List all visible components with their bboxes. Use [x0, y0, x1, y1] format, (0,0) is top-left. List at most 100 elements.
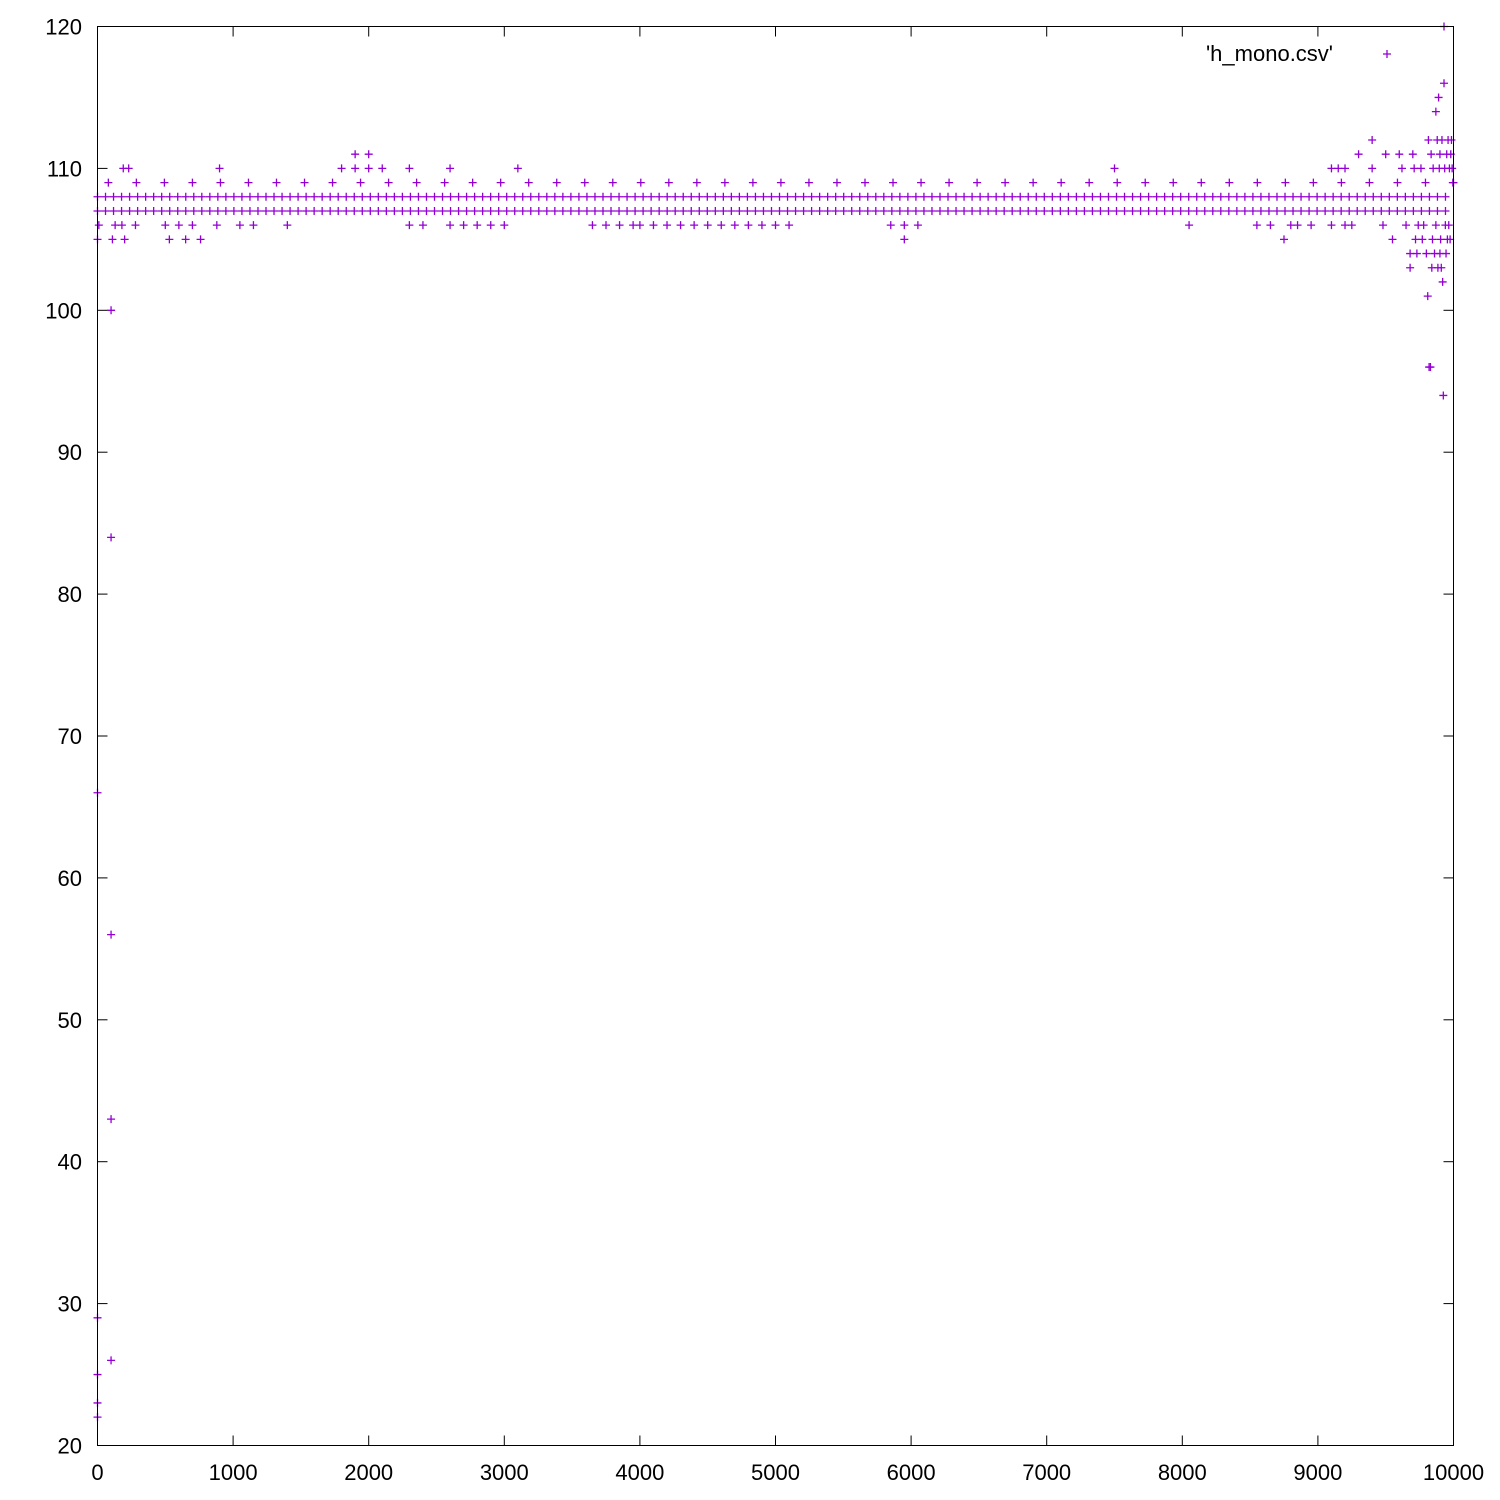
data-point — [913, 221, 922, 230]
band-point — [1321, 192, 1330, 201]
data-point — [900, 221, 909, 230]
band-point — [727, 206, 736, 215]
band-point — [711, 206, 720, 215]
data-point — [1327, 164, 1336, 173]
band-point — [374, 192, 383, 201]
data-point — [94, 221, 103, 230]
band-point — [534, 192, 543, 201]
band-point — [927, 206, 936, 215]
band-point — [623, 206, 632, 215]
band-point — [887, 192, 896, 201]
band-point — [422, 192, 431, 201]
data-point — [212, 221, 221, 230]
band-point — [356, 178, 365, 187]
data-point — [1436, 235, 1445, 244]
data-point — [1280, 235, 1288, 244]
band-point — [1385, 206, 1394, 215]
band-point — [720, 178, 729, 187]
data-point — [473, 221, 482, 230]
y-tick-label: 50 — [58, 1008, 82, 1033]
band-point — [623, 192, 632, 201]
data-point — [364, 164, 373, 173]
data-point — [1408, 150, 1417, 159]
band-point — [831, 206, 840, 215]
band-point — [526, 192, 535, 201]
data-point — [663, 221, 672, 230]
band-point — [1176, 206, 1185, 215]
data-point — [1435, 150, 1444, 159]
band-point — [494, 206, 503, 215]
band-point — [470, 206, 479, 215]
band-point — [342, 206, 351, 215]
band-point — [615, 206, 624, 215]
data-point — [124, 164, 133, 173]
band-point — [1337, 192, 1346, 201]
band-point — [189, 192, 198, 201]
data-point — [1444, 221, 1453, 230]
data-point — [1341, 221, 1350, 230]
band-point — [671, 192, 680, 201]
band-point — [350, 192, 359, 201]
band-point — [566, 206, 575, 215]
band-point — [1048, 206, 1057, 215]
data-point — [1437, 263, 1446, 272]
band-point — [1401, 192, 1410, 201]
band-point — [1369, 192, 1378, 201]
band-point — [478, 206, 487, 215]
band-point — [608, 178, 617, 187]
data-point — [1427, 150, 1436, 159]
band-point — [382, 192, 391, 201]
band-point — [1240, 206, 1249, 215]
band-point — [173, 206, 182, 215]
band-point — [636, 178, 645, 187]
band-point — [422, 206, 431, 215]
band-point — [791, 206, 800, 215]
data-point — [196, 235, 205, 244]
band-point — [430, 206, 439, 215]
band-point — [510, 192, 519, 201]
band-point — [776, 178, 785, 187]
band-point — [197, 192, 206, 201]
band-point — [438, 192, 447, 201]
band-point — [294, 192, 303, 201]
band-point — [328, 178, 337, 187]
y-tick-label: 40 — [58, 1150, 82, 1175]
band-point — [1441, 192, 1450, 201]
band-point — [917, 178, 926, 187]
band-point — [1216, 192, 1225, 201]
band-point — [1297, 206, 1306, 215]
band-point — [1281, 178, 1290, 187]
band-point — [1309, 178, 1318, 187]
x-tick-label: 10000 — [1423, 1460, 1484, 1485]
band-point — [1377, 192, 1386, 201]
data-point — [107, 930, 116, 939]
data-point — [1426, 363, 1435, 372]
data-point — [283, 221, 292, 230]
band-point — [871, 206, 880, 215]
band-point — [992, 206, 1001, 215]
band-point — [1088, 206, 1097, 215]
data-point — [1412, 249, 1421, 258]
band-point — [1369, 206, 1378, 215]
band-point — [245, 206, 254, 215]
data-point — [1368, 136, 1377, 145]
band-point — [639, 206, 648, 215]
band-point — [1152, 206, 1161, 215]
band-point — [1128, 192, 1137, 201]
data-point — [378, 164, 387, 173]
band-point — [1361, 192, 1370, 201]
band-point — [1024, 206, 1033, 215]
plot-frame — [97, 26, 1454, 1446]
band-point — [847, 206, 856, 215]
band-point — [663, 206, 672, 215]
band-point — [1085, 178, 1094, 187]
band-point — [101, 192, 110, 201]
band-point — [534, 206, 543, 215]
band-point — [1056, 206, 1065, 215]
band-point — [133, 192, 142, 201]
band-point — [919, 192, 928, 201]
band-point — [1104, 192, 1113, 201]
data-point — [1424, 136, 1433, 145]
band-point — [1353, 206, 1362, 215]
band-point — [1305, 206, 1314, 215]
